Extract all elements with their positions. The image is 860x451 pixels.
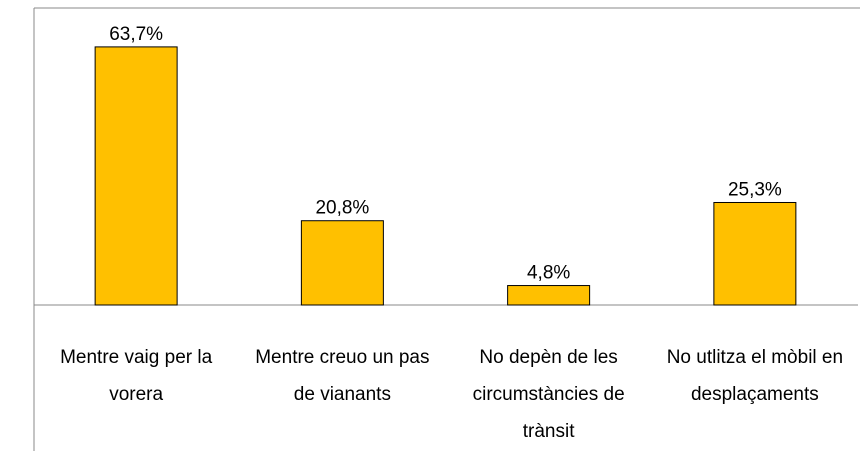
bar bbox=[507, 285, 591, 306]
bar bbox=[300, 220, 384, 306]
x-tick-label: No depèn de les circumstàncies de trànsi… bbox=[472, 347, 625, 442]
x-tick-label: No utlitza el mòbil en desplaçaments bbox=[666, 347, 844, 405]
bar bbox=[713, 201, 797, 306]
value-label: 25,3% bbox=[728, 179, 782, 200]
value-label: 63,7% bbox=[109, 24, 163, 45]
x-tick-label: Mentre vaig per la vorera bbox=[60, 347, 213, 405]
value-label: 20,8% bbox=[315, 198, 369, 219]
bar bbox=[94, 46, 178, 306]
x-tick-label: Mentre creuo un pas de vianants bbox=[255, 347, 430, 405]
value-label: 4,8% bbox=[527, 263, 570, 284]
